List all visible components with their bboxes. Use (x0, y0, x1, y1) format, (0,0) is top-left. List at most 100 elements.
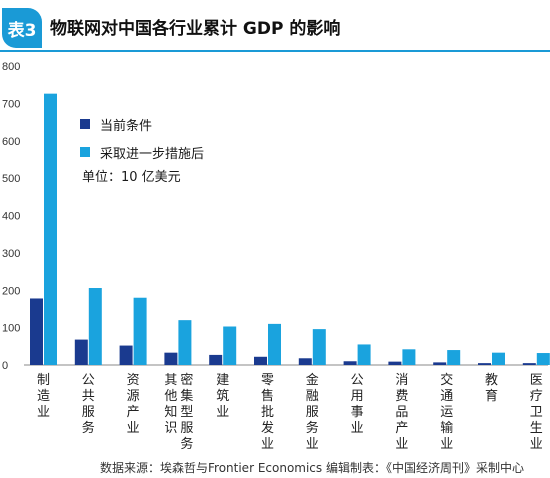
y-tick-label: 800 (2, 61, 20, 73)
x-tick-label-char: 业 (216, 405, 229, 420)
legend: 当前条件 采取进一步措施后 (80, 112, 204, 168)
y-tick-label: 200 (2, 285, 20, 297)
bar-further (44, 93, 57, 365)
x-tick-label-char: 其 (164, 373, 177, 388)
x-tick-label-char: 疗 (530, 389, 543, 404)
bar-current (298, 358, 312, 365)
x-tick-label-char: 教 (485, 372, 498, 388)
x-tick-label-char: 密 (180, 372, 193, 388)
bar-current (522, 363, 536, 365)
x-tick-label-char: 业 (127, 421, 140, 436)
x-tick-label-char: 公 (351, 373, 364, 388)
legend-item-further: 采取进一步措施后 (80, 140, 204, 164)
x-tick-label-char: 务 (180, 436, 193, 452)
bar-further (178, 320, 192, 365)
bar-chart: 0100200300400500600700800制造业公共服务资源产业其他知识… (2, 61, 550, 452)
y-tick-label: 300 (2, 248, 20, 260)
source-note: 数据来源：埃森哲与Frontier Economics 编辑制表：《中国经济周刊… (100, 461, 524, 475)
title-divider (0, 50, 550, 52)
x-tick-label-char: 输 (440, 420, 453, 436)
x-tick-label-char: 业 (351, 421, 364, 436)
x-tick-label-char: 生 (530, 421, 543, 436)
legend-label-further: 采取进一步措施后 (100, 146, 205, 162)
bar-current (433, 362, 447, 365)
bar-current (388, 361, 402, 365)
bar-current (478, 363, 491, 365)
bar-current (74, 339, 88, 365)
table-number-badge: 表3 (2, 8, 42, 48)
x-tick-label-char: 交 (440, 372, 453, 388)
x-tick-label-char: 业 (261, 437, 274, 452)
x-tick-label-char: 筑 (216, 388, 229, 404)
x-tick-label-char: 源 (127, 389, 140, 404)
x-tick-label-char: 批 (261, 405, 274, 420)
x-tick-label-char: 服 (82, 405, 95, 420)
x-tick-label-char: 服 (180, 421, 193, 436)
x-tick-label-char: 医 (530, 373, 543, 388)
x-tick-label-char: 业 (530, 437, 543, 452)
bar-further (402, 349, 416, 365)
bar-further (357, 344, 371, 365)
bar-current (119, 345, 133, 365)
x-tick-label-char: 费 (395, 389, 408, 404)
legend-swatch-further (80, 147, 90, 157)
x-tick-label-char: 集 (180, 388, 193, 404)
x-tick-label-char: 服 (306, 405, 319, 420)
x-tick-label-char: 金 (306, 372, 319, 388)
bar-further (223, 326, 237, 365)
x-tick-label-char: 产 (395, 421, 408, 436)
x-tick-label-char: 知 (164, 404, 177, 420)
x-tick-label-char: 资 (127, 373, 140, 388)
unit-label: 单位：10 亿美元 (82, 170, 181, 185)
x-tick-label-char: 业 (37, 405, 50, 420)
x-tick-label-char: 售 (261, 388, 274, 404)
y-tick-label: 500 (2, 173, 20, 185)
x-tick-label-char: 发 (261, 420, 274, 436)
bar-further (536, 353, 550, 365)
x-tick-label-char: 卫 (530, 405, 543, 420)
x-tick-label-char: 育 (485, 388, 498, 404)
x-tick-label-char: 品 (395, 405, 408, 420)
bar-current (209, 354, 223, 365)
y-tick-label: 400 (2, 211, 20, 223)
x-tick-label-char: 零 (261, 373, 274, 388)
x-tick-label-char: 建 (216, 373, 229, 388)
x-tick-label-char: 业 (440, 437, 453, 452)
legend-item-current: 当前条件 (80, 112, 204, 136)
bar-further (88, 288, 102, 365)
x-tick-label-char: 用 (351, 389, 364, 404)
legend-label-current: 当前条件 (100, 118, 153, 134)
x-tick-label-char: 通 (440, 389, 453, 404)
x-tick-label-char: 务 (82, 420, 95, 436)
legend-swatch-current (80, 119, 90, 129)
bar-current (343, 361, 357, 365)
bar-current (164, 352, 178, 365)
bar-current (254, 356, 267, 365)
y-tick-label: 100 (2, 323, 20, 335)
x-tick-label-char: 共 (82, 389, 95, 404)
x-tick-label-char: 识 (164, 421, 177, 436)
x-tick-label-char: 制 (37, 373, 50, 388)
x-tick-label-char: 业 (395, 437, 408, 452)
bar-further (268, 323, 281, 365)
x-tick-label-char: 运 (440, 405, 453, 420)
x-tick-label-char: 融 (306, 389, 319, 404)
bar-current (30, 298, 43, 365)
y-tick-label: 700 (2, 98, 20, 110)
bar-further (492, 352, 505, 365)
x-tick-label-char: 公 (82, 373, 95, 388)
bar-further (312, 329, 326, 365)
x-tick-label-char: 事 (351, 405, 364, 420)
x-tick-label-char: 造 (37, 389, 50, 404)
x-tick-label-char: 他 (164, 389, 177, 404)
x-tick-label-char: 务 (306, 420, 319, 436)
x-tick-label-char: 业 (306, 437, 319, 452)
y-tick-label: 0 (2, 360, 8, 372)
y-tick-label: 600 (2, 136, 20, 148)
bar-further (447, 350, 461, 365)
x-tick-label-char: 产 (127, 405, 140, 420)
x-tick-label-char: 型 (180, 405, 193, 420)
bar-further (133, 297, 147, 365)
chart-title: 物联网对中国各行业累计 GDP 的影响 (50, 19, 341, 39)
x-tick-label-char: 消 (395, 373, 408, 388)
